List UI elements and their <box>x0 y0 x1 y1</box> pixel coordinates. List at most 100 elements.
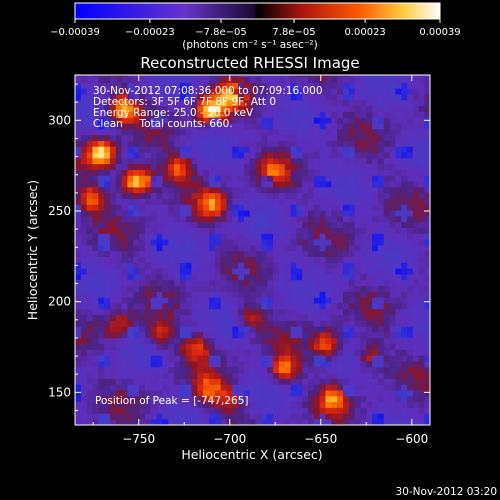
heatmap-cell <box>319 337 326 345</box>
heatmap-cell <box>168 285 175 292</box>
heatmap-cell <box>139 239 146 246</box>
heatmap-cell <box>261 245 268 252</box>
heatmap-cell <box>313 100 320 107</box>
heatmap-cell <box>168 88 175 95</box>
heatmap-cell <box>255 76 262 83</box>
heatmap-cell <box>109 111 117 118</box>
heatmap-cell <box>75 401 82 408</box>
heatmap-cell <box>366 390 373 397</box>
heatmap-cell <box>81 65 87 71</box>
heatmap-cell <box>92 378 99 385</box>
heatmap-cell <box>337 88 344 95</box>
heatmap-cell <box>203 140 210 147</box>
heatmap-cell <box>412 88 420 95</box>
heatmap-cell <box>319 198 326 205</box>
heatmap-cell <box>86 134 93 141</box>
heatmap-cell <box>360 94 367 101</box>
heatmap-cell <box>220 279 227 287</box>
heatmap-cell <box>284 407 291 414</box>
heatmap-cell <box>331 181 338 188</box>
heatmap-cell <box>185 407 192 414</box>
heatmap-cell <box>75 163 82 170</box>
heatmap-cell <box>418 384 425 391</box>
heatmap-cell <box>261 181 268 188</box>
heatmap-cell <box>412 390 420 397</box>
heatmap-cell <box>179 210 186 217</box>
heatmap-cell <box>337 372 344 379</box>
heatmap-cell <box>325 233 332 240</box>
heatmap-cell <box>273 204 280 211</box>
heatmap-cell <box>354 152 361 159</box>
heatmap-cell <box>348 245 355 252</box>
heatmap-cell <box>121 210 128 217</box>
heatmap-cell <box>144 395 152 403</box>
heatmap-cell <box>226 256 233 263</box>
heatmap-cell <box>191 94 198 101</box>
heatmap-cell <box>121 100 128 107</box>
heatmap-cell <box>150 308 157 316</box>
heatmap-cell <box>144 268 152 275</box>
heatmap-cell <box>325 175 332 182</box>
heatmap-cell <box>208 326 216 333</box>
heatmap-cell <box>98 94 105 101</box>
heatmap-cell <box>150 105 157 112</box>
heatmap-cell <box>278 395 286 403</box>
heatmap-cell <box>418 308 425 316</box>
heatmap-cell <box>98 250 105 258</box>
heatmap-cell <box>144 337 152 345</box>
heatmap-cell <box>104 239 111 246</box>
heatmap-cell <box>325 123 332 130</box>
heatmap-cell <box>133 198 140 205</box>
heatmap-cell <box>92 332 99 339</box>
heatmap-cell <box>377 401 385 408</box>
heatmap-cell <box>127 88 134 95</box>
heatmap-cell <box>261 413 268 420</box>
heatmap-cell <box>337 413 344 420</box>
heatmap-cell <box>121 372 128 379</box>
heatmap-cell <box>174 134 181 141</box>
heatmap-cell <box>424 175 430 182</box>
heatmap-cell <box>174 337 181 345</box>
heatmap-cell <box>75 395 82 403</box>
heatmap-cell <box>139 413 146 420</box>
heatmap-cell <box>75 279 82 287</box>
heatmap-cell <box>319 326 326 333</box>
heatmap-cell <box>401 268 408 275</box>
heatmap-cell <box>197 100 204 107</box>
heatmap-cell <box>412 129 420 136</box>
heatmap-cell <box>208 227 216 234</box>
heatmap-cell <box>389 303 396 310</box>
heatmap-cell <box>302 198 309 205</box>
heatmap-cell <box>115 210 122 217</box>
heatmap-cell <box>98 75 105 78</box>
heatmap-cell <box>203 326 210 333</box>
heatmap-cell <box>267 320 274 327</box>
heatmap-cell <box>86 181 93 188</box>
heatmap-cell <box>168 111 175 118</box>
heatmap-cell <box>337 279 344 287</box>
heatmap-cell <box>179 419 186 425</box>
heatmap-cell <box>296 407 303 414</box>
heatmap-cell <box>249 82 256 89</box>
heatmap-cell <box>267 158 274 165</box>
heatmap-cell <box>401 152 408 159</box>
heatmap-cell <box>407 308 414 316</box>
heatmap-cell <box>162 401 169 408</box>
heatmap-cell <box>232 169 239 176</box>
heatmap-cell <box>389 407 396 414</box>
heatmap-cell <box>238 175 245 182</box>
heatmap-cell <box>430 408 436 414</box>
heatmap-cell <box>80 384 87 391</box>
heatmap-cell <box>372 134 379 141</box>
heatmap-cell <box>313 366 320 374</box>
heatmap-cell <box>174 105 181 112</box>
heatmap-cell <box>401 181 408 188</box>
heatmap-cell <box>162 105 169 112</box>
heatmap-cell <box>208 268 216 275</box>
heatmap-cell <box>109 291 117 298</box>
heatmap-cell <box>331 337 338 345</box>
heatmap-cell <box>342 285 350 292</box>
heatmap-cell <box>104 94 111 101</box>
heatmap-cell <box>214 175 221 182</box>
heatmap-cell <box>255 129 262 136</box>
